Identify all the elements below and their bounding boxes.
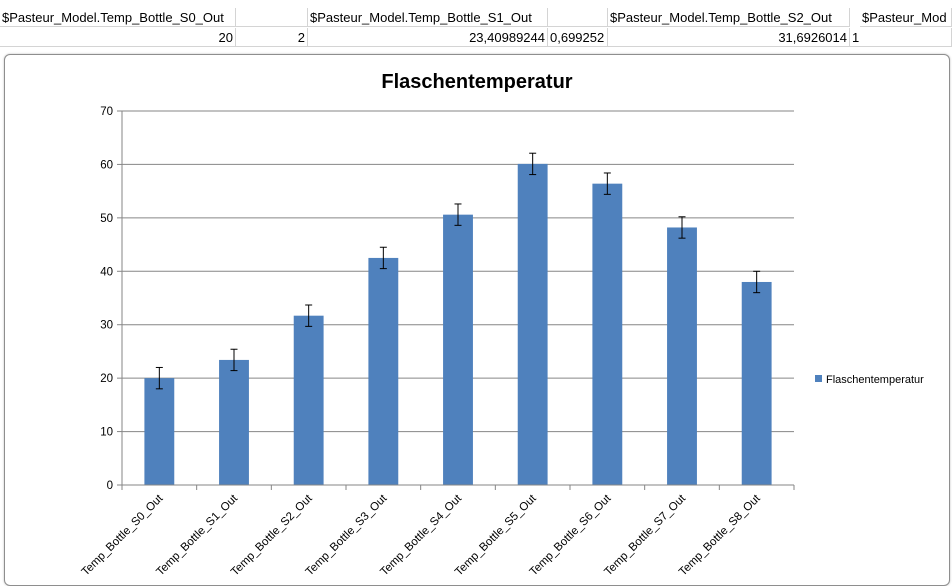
bar — [443, 214, 473, 485]
bar — [592, 183, 623, 486]
y-tick-label: 70 — [100, 106, 113, 118]
cell[interactable]: 20 — [0, 28, 236, 47]
bar — [741, 281, 772, 485]
cell[interactable]: 31,6926014 — [608, 28, 850, 47]
x-tick-label: Temp_Bottle_S7_Out — [602, 492, 688, 578]
y-tick-label: 50 — [100, 213, 113, 225]
y-tick-label: 10 — [100, 427, 113, 439]
x-tick-label: Temp_Bottle_S2_Out — [229, 492, 315, 578]
x-tick-label: Temp_Bottle_S0_Out — [80, 492, 166, 578]
legend-label: Flaschentemperatur — [826, 374, 924, 386]
cell[interactable]: $Pasteur_Model.Temp_Bottle_S1_Out — [308, 8, 548, 27]
bar — [368, 257, 399, 485]
x-tick-label: Temp_Bottle_S3_Out — [304, 492, 390, 578]
bar — [517, 163, 548, 485]
cell[interactable]: 0,699252 — [548, 28, 608, 47]
x-tick-label: Temp_Bottle_S1_Out — [154, 492, 240, 578]
bar — [219, 359, 249, 485]
legend-swatch — [815, 375, 822, 382]
y-tick-label: 60 — [100, 159, 113, 171]
y-tick-label: 40 — [100, 266, 113, 278]
x-tick-label: Temp_Bottle_S4_Out — [378, 492, 464, 578]
spreadsheet-row: 20 2 23,40989244 0,699252 31,6926014 1 — [0, 28, 952, 48]
bar-chart: Flaschentemperatur 0 10 20 30 40 50 60 70 Temp_B… — [80, 71, 924, 578]
y-tick-label: 20 — [100, 373, 113, 385]
bars — [144, 163, 772, 486]
cell[interactable] — [236, 8, 308, 27]
y-tick-label: 30 — [100, 320, 113, 332]
bar — [667, 227, 697, 485]
bar — [144, 378, 175, 485]
y-tick-label: 0 — [107, 480, 113, 492]
cell[interactable]: $Pasteur_Model.Temp_Bottle_S2_Out — [608, 8, 850, 27]
cell[interactable]: 1 — [850, 28, 952, 47]
cell[interactable]: 23,40989244 — [308, 28, 548, 47]
chart-object[interactable]: Flaschentemperatur 0 10 20 30 40 50 60 70 Temp_B… — [4, 54, 950, 586]
x-tick-label: Temp_Bottle_S8_Out — [677, 492, 763, 578]
error-bars — [155, 152, 761, 390]
x-tick-label: Temp_Bottle_S6_Out — [528, 492, 614, 578]
cell[interactable] — [548, 8, 608, 27]
chart-title: Flaschentemperatur — [381, 71, 572, 93]
bar — [293, 315, 324, 485]
cell[interactable]: $Pasteur_Model.Temp_Bottle_S0_Out — [0, 8, 236, 27]
cell[interactable]: $Pasteur_Mod — [860, 8, 952, 27]
x-tick-label: Temp_Bottle_S5_Out — [453, 492, 539, 578]
cell[interactable]: 2 — [236, 28, 308, 47]
legend: Flaschentemperatur — [815, 374, 924, 386]
spreadsheet-row: $Pasteur_Model.Temp_Bottle_S0_Out $Paste… — [0, 8, 952, 28]
